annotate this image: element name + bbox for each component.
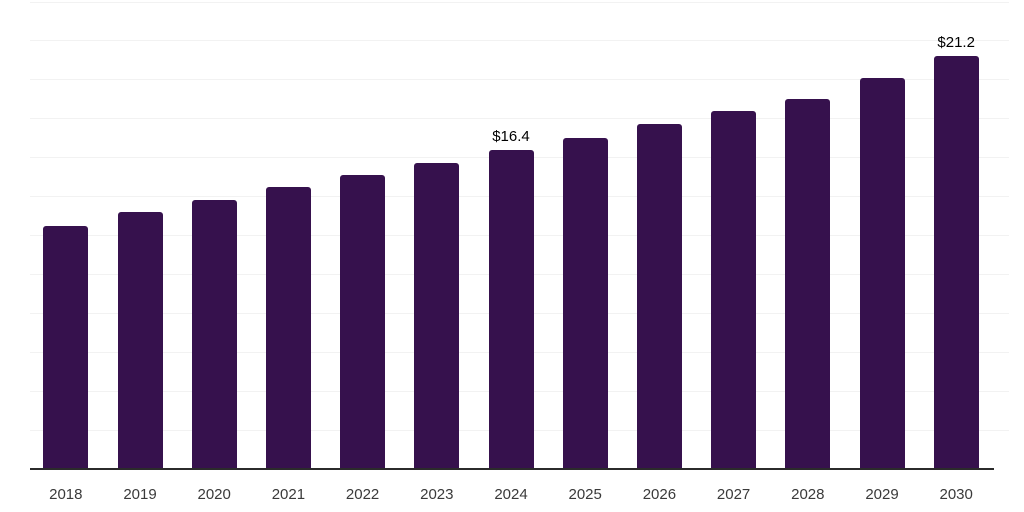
x-tick-label-2027: 2027 (716, 486, 751, 503)
gridline-y-20 (30, 79, 1009, 80)
x-tick-label-2028: 2028 (791, 486, 825, 503)
bar-2025 (562, 137, 608, 469)
gridline-y-22 (30, 40, 1009, 41)
gridline-y-24 (30, 2, 1009, 3)
bar-2019 (117, 211, 163, 469)
bar-2029 (859, 77, 905, 469)
bar-2023 (414, 163, 460, 469)
x-tick-label-2023: 2023 (420, 486, 454, 503)
x-tick-label-2020: 2020 (197, 486, 231, 503)
x-tick-label-2030: 2030 (939, 486, 973, 503)
bar-2020 (191, 200, 237, 469)
x-tick-label-2021: 2021 (271, 486, 306, 503)
x-tick-label-2024: 2024 (494, 486, 528, 503)
x-tick-label-2025: 2025 (568, 486, 602, 503)
bar-2022 (340, 174, 386, 469)
x-tick-label-2026: 2026 (642, 486, 677, 503)
x-tick-label-2019: 2019 (123, 486, 157, 503)
bar-2018 (43, 225, 89, 469)
bar-2026 (636, 124, 682, 469)
gridline-y-18 (30, 118, 1009, 119)
bar-2024 (488, 149, 534, 469)
bar-value-label-2030: $21.2 (937, 34, 975, 51)
bar-2027 (711, 110, 757, 469)
x-axis-line (30, 468, 994, 470)
x-tick-label-2029: 2029 (865, 486, 899, 503)
bar-2030 (933, 56, 979, 469)
x-tick-label-2018: 2018 (49, 486, 83, 503)
x-tick-label-2022: 2022 (345, 486, 380, 503)
bar-2028 (785, 98, 831, 469)
bar-value-label-2024: $16.4 (492, 127, 530, 145)
bar-2021 (265, 186, 311, 469)
